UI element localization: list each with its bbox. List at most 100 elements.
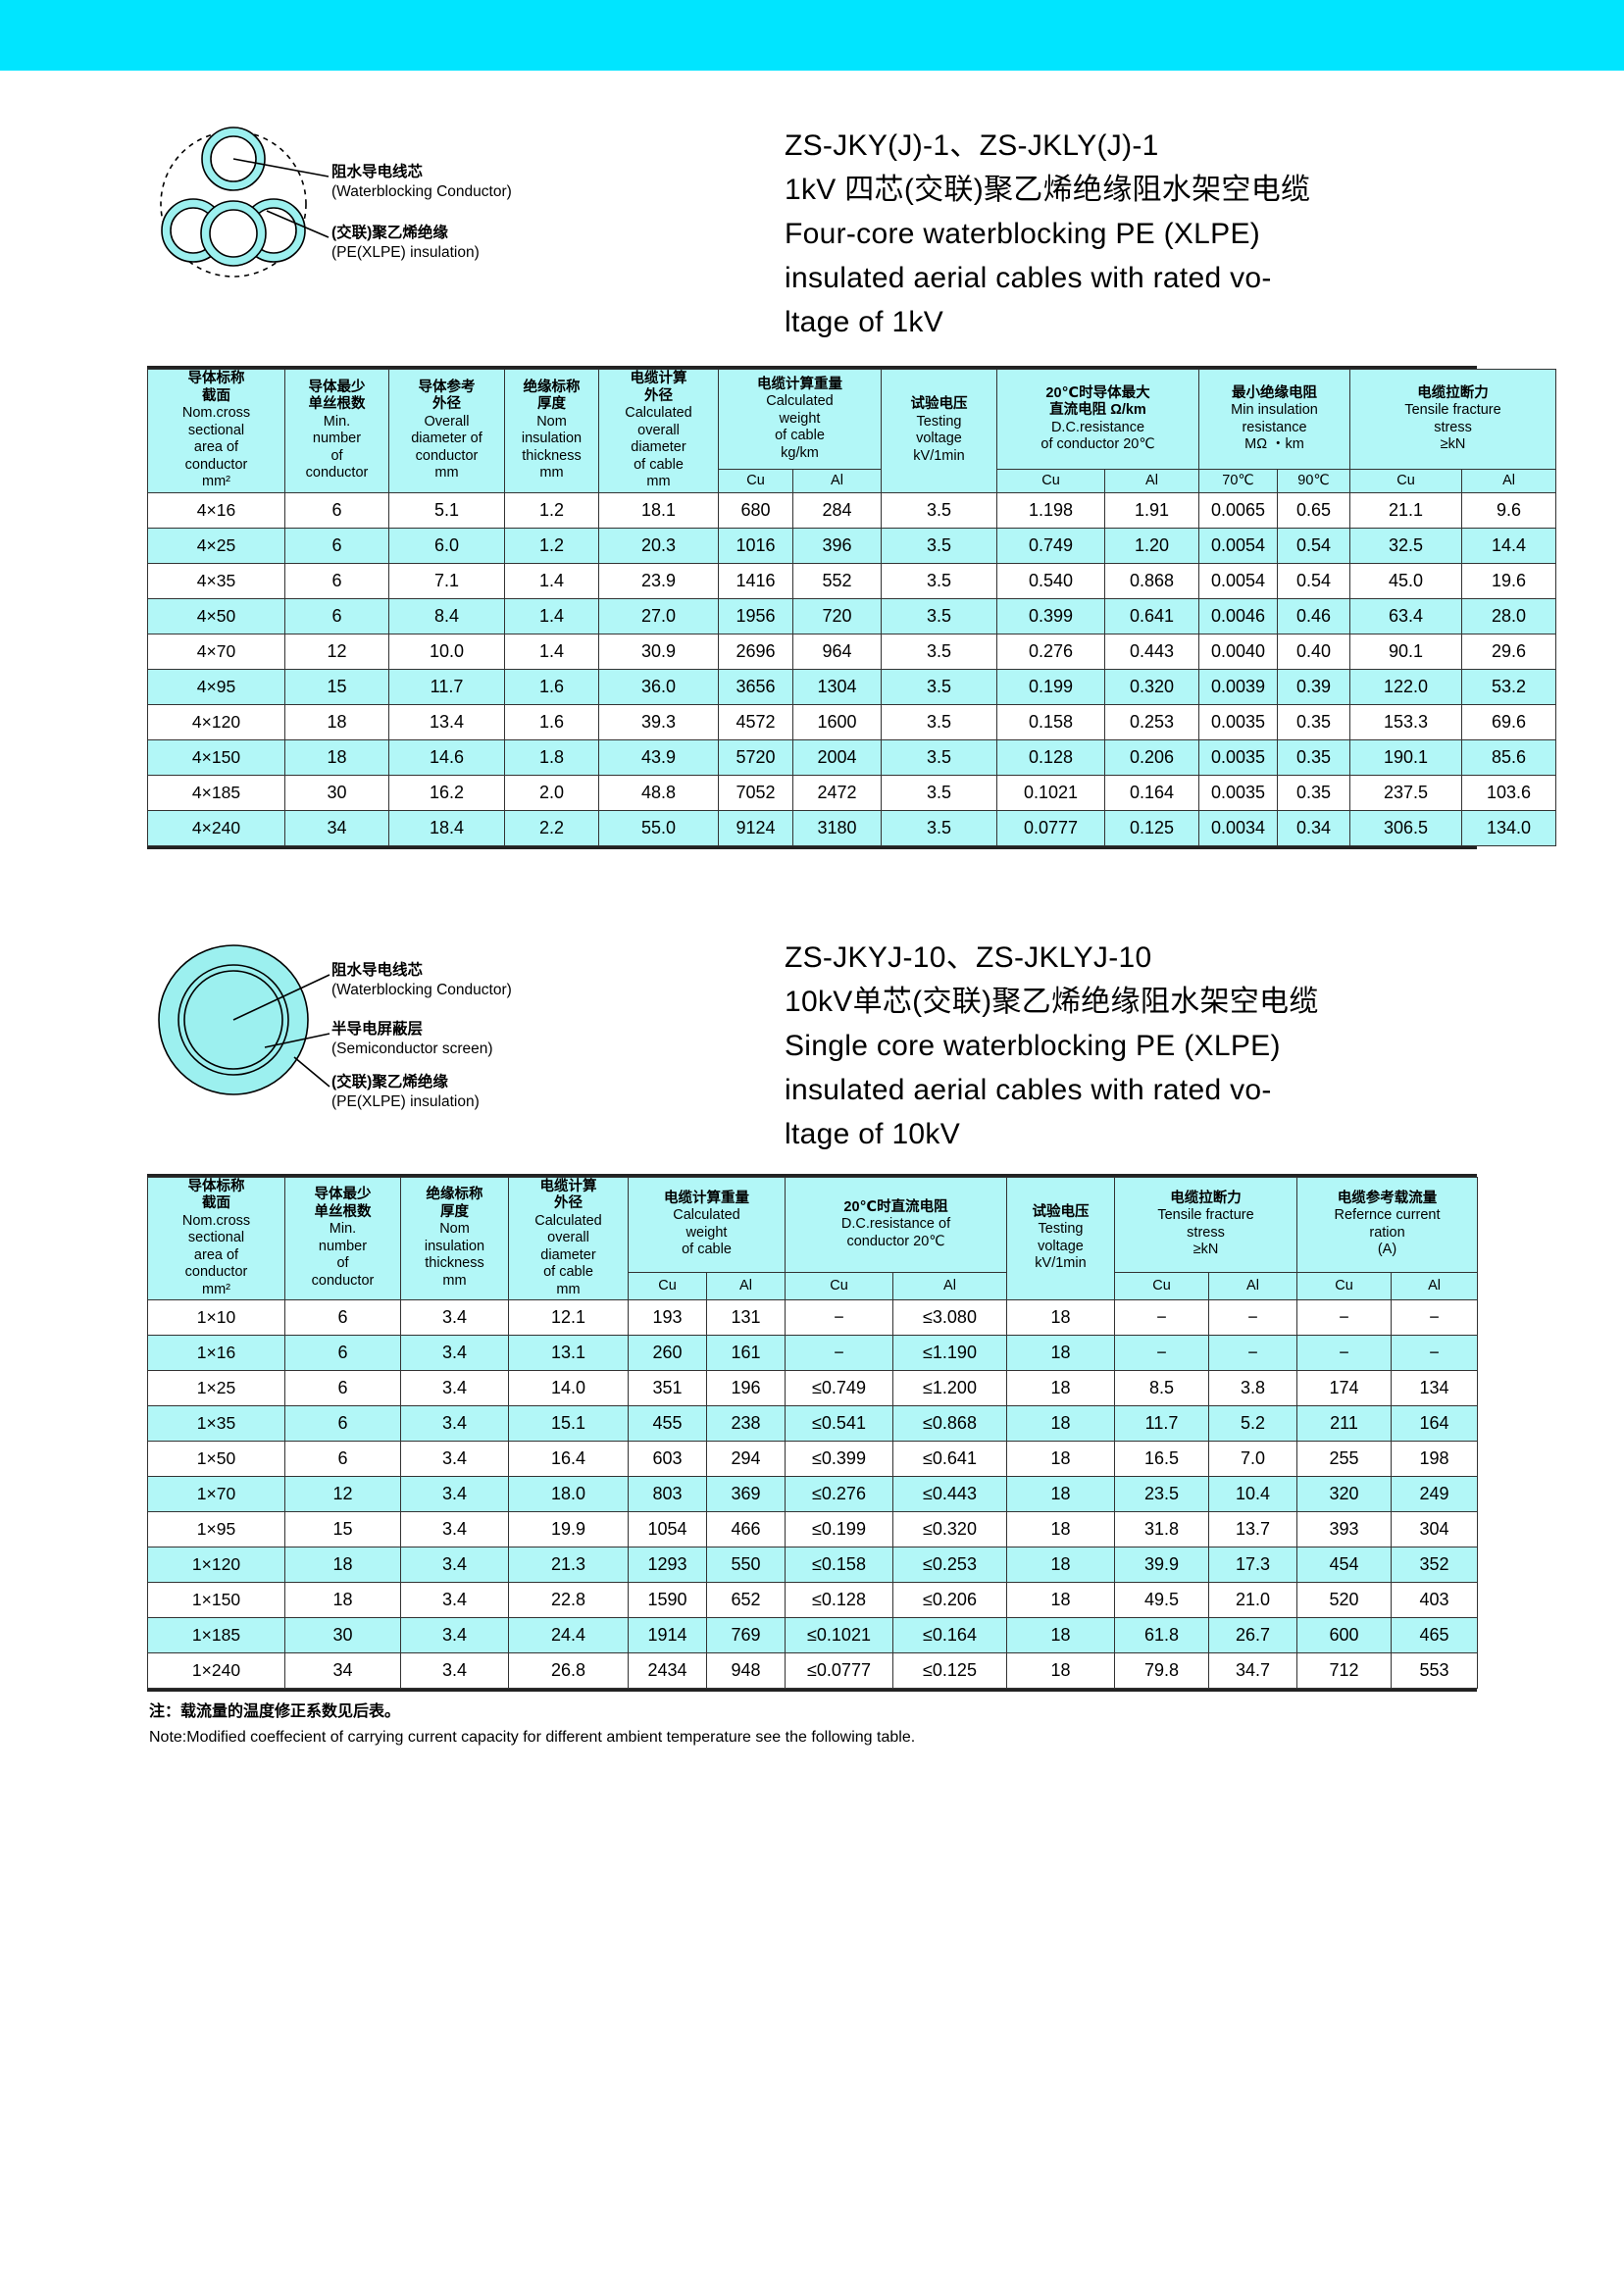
cell-cable-diameter: 21.3 [508, 1547, 629, 1583]
th-weight-al: Al [706, 1272, 786, 1300]
cell-tensile-cu: 32.5 [1349, 527, 1463, 564]
cell-weight-al: 284 [792, 491, 882, 529]
th-weight-cu: Cu [628, 1272, 707, 1300]
cell-weight-cu: 1054 [628, 1511, 707, 1547]
cell-tensile-cu: 79.8 [1114, 1652, 1209, 1689]
spec-table-1: 导体标称 截面 Nom.cross sectional area of conducto… [147, 368, 1557, 846]
table-row: 1×16 6 3.4 13.1 260 161− ≤1.190 18− − − − [147, 1335, 1479, 1371]
cell-current-cu: 174 [1296, 1370, 1393, 1406]
th-en: Nom.cross sectional area of conductor mm² [181, 1212, 251, 1297]
cell-min-strands: 6 [284, 562, 389, 599]
th-nominal-cross-section: 导体标称 截面 Nom.cross sectional area of conducto… [147, 1176, 285, 1300]
callout-cn: (交联)聚乙烯绝缘 [331, 1073, 448, 1091]
th-calculated-weight: 电缆计算重量 Calculated weight of cable [628, 1176, 786, 1274]
cell-testing-voltage: 18 [1006, 1582, 1115, 1618]
four-core-cable-svg [160, 127, 330, 278]
cell-weight-al: 3180 [792, 809, 882, 846]
th-cn: 20℃时导体最大 直流电阻 Ω/km [1045, 384, 1150, 419]
cell-tensile-al: 69.6 [1461, 703, 1557, 740]
cell-tensile-cu: 49.5 [1114, 1582, 1209, 1618]
cell-weight-cu: 1914 [628, 1617, 707, 1653]
cell-min-strands: 18 [284, 738, 389, 776]
spec-table-1-wrap: 导体标称 截面 Nom.cross sectional area of conducto… [147, 366, 1557, 849]
title-line: ZS-JKY(J)-1、ZS-JKLY(J)-1 [785, 129, 1159, 162]
cell-insulation-thickness: 3.4 [400, 1511, 509, 1547]
th-nominal-cross-section: 导体标称 截面 Nom.cross sectional area of conducto… [147, 369, 285, 493]
th-cn: 导体标称 截面 [187, 1178, 245, 1212]
cell-min-strands: 6 [284, 1370, 401, 1406]
callout-cn: (交联)聚乙烯绝缘 [331, 225, 448, 241]
cell-insulation-70: 0.0035 [1198, 738, 1278, 776]
cell-insulation-70: 0.0034 [1198, 809, 1278, 846]
cell-tensile-cu: − [1114, 1335, 1209, 1371]
cell-min-strands: 15 [284, 1511, 401, 1547]
cell-resistance-al: 1.91 [1104, 491, 1199, 529]
cell-conductor-diameter: 18.4 [388, 809, 505, 846]
cell-tensile-cu: 306.5 [1349, 809, 1463, 846]
th-en: D.C.resistance of conductor 20℃ [1040, 419, 1155, 453]
th-cn: 绝缘标称 厚度 [523, 379, 581, 413]
cell-current-cu: 393 [1296, 1511, 1393, 1547]
cell-insulation-thickness: 1.6 [504, 703, 599, 740]
footnote-cn: 注：载流量的温度修正系数见后表。 [149, 1703, 401, 1720]
cell-min-strands: 12 [284, 1476, 401, 1512]
table-row: 1×185 30 3.4 24.4 1914 769 ≤0.1021 ≤0.164 18 61.8… [147, 1617, 1479, 1653]
th-en: Tensile fracture stress ≥kN [1404, 402, 1501, 453]
th-cn: 导体参考 外径 [418, 379, 476, 413]
cell-resistance-cu: ≤0.399 [785, 1441, 893, 1477]
cell-weight-cu: 4572 [718, 703, 793, 740]
cell-cable-diameter: 12.1 [508, 1299, 629, 1336]
th-current-cu: Cu [1296, 1272, 1393, 1300]
cell-weight-cu: 3656 [718, 668, 793, 705]
table-row: 4×95 15 11.7 1.6 36.0 3656 1304 3.5 0.199 0.320 0.… [147, 668, 1557, 705]
cell-testing-voltage: 18 [1006, 1370, 1115, 1406]
cell-min-strands: 18 [284, 1547, 401, 1583]
cell-insulation-90: 0.39 [1276, 668, 1351, 705]
cell-size: 4×16 [147, 491, 285, 529]
table-row: 1×120 18 3.4 21.3 1293 550 ≤0.158 ≤0.253 18 39.9 1… [147, 1547, 1479, 1583]
cell-tensile-cu: 16.5 [1114, 1441, 1209, 1477]
cell-tensile-al: 14.4 [1461, 527, 1557, 564]
cell-insulation-90: 0.35 [1276, 774, 1351, 811]
cell-resistance-al: 1.20 [1104, 527, 1199, 564]
cell-weight-al: 396 [792, 527, 882, 564]
cell-insulation-thickness: 1.4 [504, 633, 599, 670]
th-en: Calculated weight of cable kg/km [766, 393, 834, 461]
cell-current-cu: 712 [1296, 1652, 1393, 1689]
cell-resistance-cu: 0.0777 [996, 809, 1105, 846]
cell-size: 4×70 [147, 633, 285, 670]
cell-testing-voltage: 18 [1006, 1511, 1115, 1547]
cell-tensile-cu: 63.4 [1349, 597, 1463, 634]
th-min-strands: 导体最少 单丝根数 Min. number of conductor [284, 1176, 401, 1300]
th-cn: 电缆拉断力 [1170, 1190, 1242, 1206]
th-resistance-cu: Cu [785, 1272, 893, 1300]
cell-weight-cu: 1956 [718, 597, 793, 634]
cell-insulation-thickness: 3.4 [400, 1441, 509, 1477]
cell-insulation-90: 0.34 [1276, 809, 1351, 846]
cell-resistance-cu: 0.128 [996, 738, 1105, 776]
title-line: ltage of 1kV [785, 306, 944, 338]
cell-resistance-al: ≤0.641 [892, 1441, 1007, 1477]
callout-en: (PE(XLPE) insulation) [331, 1092, 480, 1110]
cell-tensile-cu: 11.7 [1114, 1405, 1209, 1442]
th-en: Nom insulation thickness mm [521, 413, 583, 482]
cell-resistance-cu: 0.276 [996, 633, 1105, 670]
cell-tensile-cu: 90.1 [1349, 633, 1463, 670]
cell-tensile-al: − [1207, 1335, 1298, 1371]
callout-cn: 阻水导电线芯 [331, 164, 424, 180]
cell-cable-diameter: 15.1 [508, 1405, 629, 1442]
cell-testing-voltage: 18 [1006, 1652, 1115, 1689]
cell-size: 4×35 [147, 562, 285, 599]
cell-cable-diameter: 13.1 [508, 1335, 629, 1371]
spec-table-2: 导体标称 截面 Nom.cross sectional area of conducto… [147, 1176, 1479, 1689]
cell-insulation-70: 0.0040 [1198, 633, 1278, 670]
th-cn: 电缆拉断力 [1417, 384, 1489, 401]
th-en: Refernce current ration (A) [1334, 1207, 1441, 1258]
cell-current-cu: 454 [1296, 1547, 1393, 1583]
cell-current-al: − [1391, 1335, 1479, 1371]
cell-weight-al: 550 [706, 1547, 786, 1583]
cell-current-cu: − [1296, 1335, 1393, 1371]
cell-min-strands: 34 [284, 1652, 401, 1689]
cell-size: 4×25 [147, 527, 285, 564]
cell-insulation-thickness: 3.4 [400, 1582, 509, 1618]
